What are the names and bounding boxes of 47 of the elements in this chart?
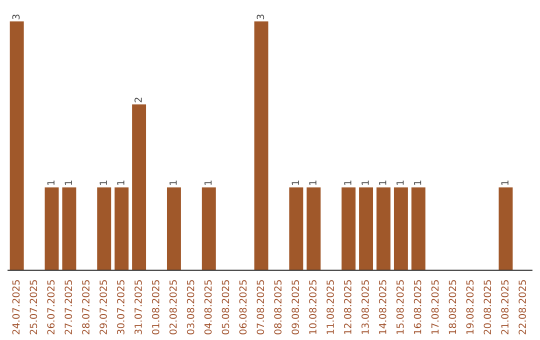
x-tick-label: 09.08.2025 [292, 280, 300, 334]
x-tick-label: 13.08.2025 [361, 280, 369, 334]
x-tick-label: 12.08.2025 [344, 280, 352, 334]
data-label: 1 [170, 180, 177, 185]
data-label: 1 [47, 180, 54, 185]
data-label: 1 [204, 180, 212, 185]
data-label: 1 [362, 180, 369, 185]
x-tick-label: 15.08.2025 [396, 280, 404, 334]
x-tick-label: 27.07.2025 [64, 280, 72, 334]
data-label: 1 [501, 180, 508, 185]
x-tick-label: 02.08.2025 [169, 280, 177, 334]
x-tick-label: 06.08.2025 [239, 280, 247, 334]
x-tick-label: 21.08.2025 [501, 280, 509, 334]
x-tick-label: 24.07.2025 [12, 280, 20, 334]
x-tick-label: 03.08.2025 [186, 280, 194, 334]
data-label: 3 [256, 14, 264, 20]
x-tick-label: 19.08.2025 [466, 280, 474, 334]
x-tick-label: 18.08.2025 [448, 280, 456, 334]
data-label: 1 [396, 180, 404, 185]
x-tick-label: 10.08.2025 [309, 280, 316, 334]
x-tick-label: 17.08.2025 [431, 280, 439, 334]
x-tick-label: 31.07.2025 [134, 280, 142, 334]
data-label: 1 [379, 180, 386, 185]
x-tick-label: 11.08.2025 [326, 280, 334, 334]
data-label: 2 [134, 98, 142, 102]
x-tick-label: 05.08.2025 [222, 280, 230, 334]
x-tick-label: 08.08.2025 [274, 280, 282, 334]
data-label: 3 [12, 14, 20, 20]
x-tick-label: 01.08.2025 [152, 280, 160, 334]
x-tick-label: 28.07.2025 [82, 280, 90, 334]
data-label: 1 [292, 180, 299, 185]
x-tick-label: 14.08.2025 [378, 280, 386, 334]
data-label: 1 [100, 180, 107, 185]
x-tick-label: 26.07.2025 [47, 280, 55, 334]
x-tick-label: 04.08.2025 [204, 280, 212, 334]
data-label: 1 [344, 180, 352, 185]
x-tick-label: 25.07.2025 [30, 280, 38, 334]
x-tick-label: 22.08.2025 [518, 280, 526, 334]
x-tick-label: 30.07.2025 [117, 280, 124, 334]
data-label: 1 [414, 180, 422, 185]
x-tick-label: 07.08.2025 [256, 280, 264, 334]
x-tick-label: 29.07.2025 [100, 280, 107, 334]
x-tick-label: 20.08.2025 [484, 280, 492, 334]
x-tick-label: 16.08.2025 [414, 280, 422, 334]
data-label: 1 [117, 180, 124, 185]
data-label: 1 [309, 180, 316, 185]
data-label: 1 [64, 180, 72, 185]
